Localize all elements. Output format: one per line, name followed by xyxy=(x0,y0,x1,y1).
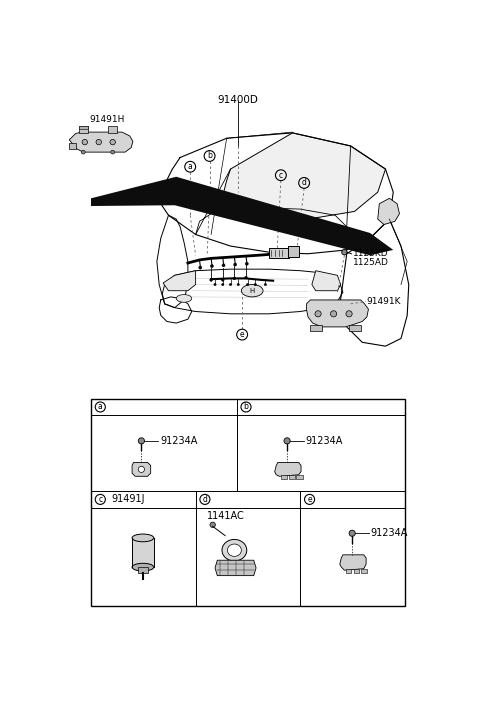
Text: 1125AD: 1125AD xyxy=(353,258,389,266)
Text: d: d xyxy=(203,495,207,504)
Polygon shape xyxy=(163,271,196,291)
Text: 1125KD: 1125KD xyxy=(353,250,389,258)
Bar xyxy=(346,569,351,574)
Ellipse shape xyxy=(132,534,154,542)
Bar xyxy=(354,569,359,574)
Text: 91234A: 91234A xyxy=(306,436,343,446)
Bar xyxy=(281,475,287,479)
Bar xyxy=(137,567,148,574)
Circle shape xyxy=(315,311,321,317)
Polygon shape xyxy=(132,463,151,477)
Circle shape xyxy=(81,150,85,154)
Text: e: e xyxy=(240,330,244,339)
Text: H: H xyxy=(250,288,255,294)
Text: b: b xyxy=(207,151,212,160)
Circle shape xyxy=(245,276,247,279)
Circle shape xyxy=(222,264,225,267)
Ellipse shape xyxy=(132,563,154,571)
Polygon shape xyxy=(215,560,256,576)
Polygon shape xyxy=(91,176,393,255)
Circle shape xyxy=(245,262,248,265)
Text: b: b xyxy=(243,403,249,411)
Circle shape xyxy=(246,283,249,285)
Circle shape xyxy=(254,283,256,285)
Text: c: c xyxy=(279,171,283,180)
Bar xyxy=(311,325,322,330)
Text: a: a xyxy=(98,403,103,411)
Bar xyxy=(288,246,300,257)
Text: 91491K: 91491K xyxy=(366,297,401,306)
Ellipse shape xyxy=(228,544,241,556)
Ellipse shape xyxy=(241,285,263,297)
Text: 91491H: 91491H xyxy=(89,115,125,124)
Circle shape xyxy=(199,266,202,269)
Circle shape xyxy=(110,139,115,145)
Ellipse shape xyxy=(176,295,192,302)
Circle shape xyxy=(138,466,144,472)
Bar xyxy=(79,126,88,129)
Text: a: a xyxy=(188,162,192,172)
Circle shape xyxy=(222,283,224,285)
Bar xyxy=(296,475,302,479)
Polygon shape xyxy=(306,300,369,327)
Circle shape xyxy=(96,139,101,145)
Bar xyxy=(288,475,295,479)
Polygon shape xyxy=(312,271,340,291)
Bar xyxy=(269,248,288,257)
Ellipse shape xyxy=(222,539,247,561)
Circle shape xyxy=(138,438,144,444)
Circle shape xyxy=(82,139,87,145)
Circle shape xyxy=(342,250,347,255)
Text: 1141AC: 1141AC xyxy=(207,510,245,520)
Circle shape xyxy=(349,530,355,536)
Text: 91234A: 91234A xyxy=(371,528,408,538)
Text: 91491J: 91491J xyxy=(111,494,144,504)
Text: 91400D: 91400D xyxy=(218,95,259,105)
Bar xyxy=(132,538,154,567)
Circle shape xyxy=(214,283,216,285)
Circle shape xyxy=(237,283,240,285)
Circle shape xyxy=(284,438,290,444)
Circle shape xyxy=(221,278,224,281)
Circle shape xyxy=(229,283,232,285)
Bar xyxy=(79,126,88,133)
Circle shape xyxy=(233,277,236,280)
Bar xyxy=(349,325,360,330)
Bar xyxy=(69,143,75,149)
Text: e: e xyxy=(307,495,312,504)
Bar xyxy=(361,569,367,574)
Bar xyxy=(91,399,405,607)
Circle shape xyxy=(330,311,336,317)
Text: 91234A: 91234A xyxy=(160,436,197,446)
Circle shape xyxy=(210,522,216,527)
Circle shape xyxy=(210,264,214,268)
Circle shape xyxy=(210,278,213,281)
Circle shape xyxy=(111,150,115,154)
Polygon shape xyxy=(275,463,301,477)
Text: c: c xyxy=(98,495,102,504)
Circle shape xyxy=(234,263,237,266)
Polygon shape xyxy=(378,198,399,224)
Polygon shape xyxy=(69,132,133,152)
Circle shape xyxy=(264,283,266,285)
Polygon shape xyxy=(223,133,385,219)
Text: d: d xyxy=(302,179,307,188)
Bar xyxy=(108,126,117,133)
Polygon shape xyxy=(340,555,366,570)
Circle shape xyxy=(346,311,352,317)
